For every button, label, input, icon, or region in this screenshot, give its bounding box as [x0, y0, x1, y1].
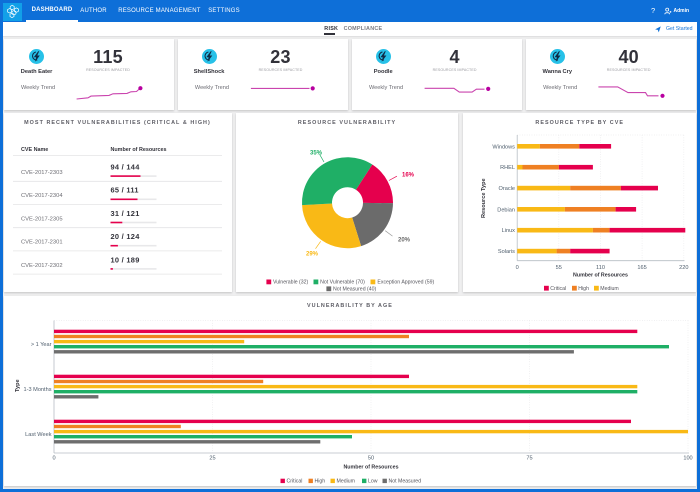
svg-text:20%: 20% — [398, 237, 411, 243]
svg-text:Not Vulnerable (70): Not Vulnerable (70) — [320, 280, 365, 286]
svg-text:Not Measured: Not Measured — [389, 479, 422, 485]
svg-text:65 / 111: 65 / 111 — [111, 186, 139, 195]
svg-text:29%: 29% — [306, 252, 319, 258]
svg-text:Number of Resources: Number of Resources — [111, 147, 167, 153]
svg-text:> 1 Year: > 1 Year — [31, 342, 52, 348]
svg-text:94 / 144: 94 / 144 — [111, 163, 141, 172]
svg-text:75: 75 — [526, 456, 532, 462]
svg-text:55: 55 — [556, 265, 562, 271]
svg-text:CVE-2017-2304: CVE-2017-2304 — [21, 193, 63, 199]
svg-text:110: 110 — [596, 265, 605, 271]
svg-text:CVE Name: CVE Name — [21, 147, 48, 153]
svg-text:220: 220 — [679, 265, 688, 271]
svg-text:0: 0 — [52, 456, 55, 462]
svg-text:CVE-2017-2302: CVE-2017-2302 — [21, 263, 63, 269]
svg-text:Solaris: Solaris — [498, 249, 515, 255]
svg-text:100: 100 — [683, 456, 692, 462]
svg-text:31 / 121: 31 / 121 — [111, 209, 140, 218]
svg-text:High: High — [315, 479, 326, 485]
svg-text:Oracle: Oracle — [499, 186, 515, 192]
svg-text:Linux: Linux — [502, 228, 516, 234]
svg-text:CVE-2017-2303: CVE-2017-2303 — [21, 170, 63, 176]
svg-text:1-3 Months: 1-3 Months — [24, 387, 52, 393]
svg-text:Number of Resources: Number of Resources — [343, 465, 398, 471]
svg-text:Windows: Windows — [492, 144, 515, 150]
svg-text:Number of Resources: Number of Resources — [573, 272, 628, 278]
svg-text:Critical: Critical — [287, 479, 303, 485]
svg-text:Medium: Medium — [337, 479, 355, 485]
svg-text:High: High — [578, 286, 589, 292]
svg-text:CVE-2017-2305: CVE-2017-2305 — [21, 216, 63, 222]
svg-text:Vulnerable (32): Vulnerable (32) — [273, 280, 309, 286]
svg-text:RHEL: RHEL — [500, 165, 515, 171]
svg-text:0: 0 — [516, 265, 519, 271]
svg-text:25: 25 — [209, 456, 215, 462]
svg-text:20 / 124: 20 / 124 — [111, 232, 141, 241]
svg-text:Medium: Medium — [600, 286, 618, 292]
svg-text:Debian: Debian — [497, 207, 515, 213]
svg-text:Exception Approved (59): Exception Approved (59) — [377, 280, 434, 286]
svg-text:Last Week: Last Week — [25, 432, 52, 438]
svg-text:10 / 189: 10 / 189 — [111, 255, 140, 264]
svg-text:Critical: Critical — [550, 286, 566, 292]
svg-text:Low: Low — [368, 479, 378, 485]
svg-text:16%: 16% — [402, 173, 415, 179]
svg-text:50: 50 — [368, 456, 374, 462]
svg-text:CVE-2017-2301: CVE-2017-2301 — [21, 240, 63, 246]
svg-text:165: 165 — [637, 265, 646, 271]
svg-text:Type: Type — [15, 379, 21, 392]
svg-text:Resource Type: Resource Type — [481, 178, 487, 218]
svg-text:35%: 35% — [310, 150, 323, 156]
svg-text:Not Measured (40): Not Measured (40) — [333, 287, 377, 293]
